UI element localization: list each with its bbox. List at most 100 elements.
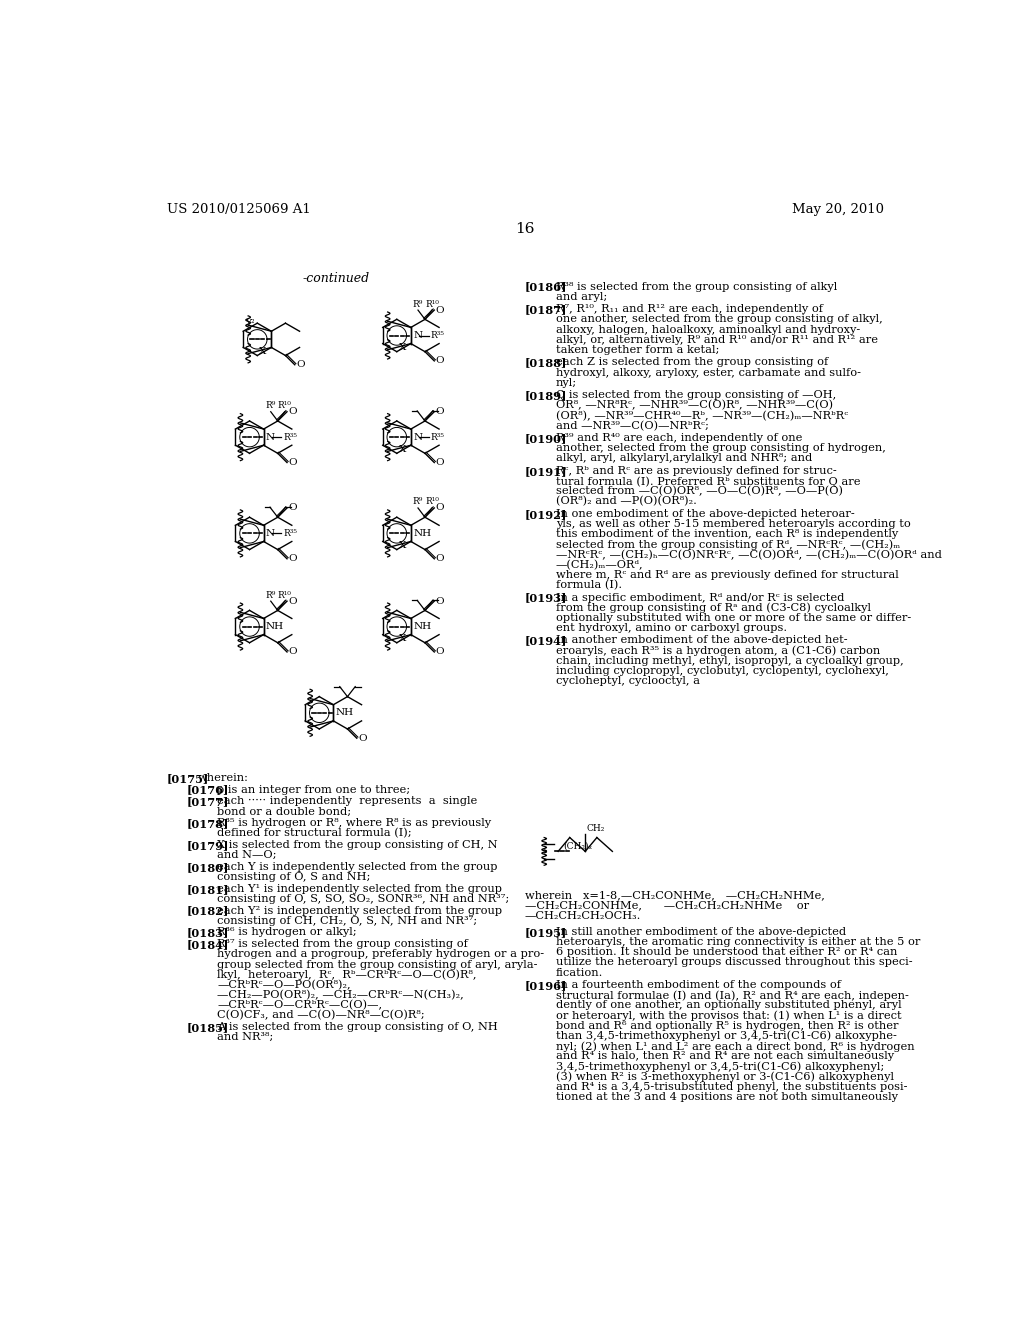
Text: tioned at the 3 and 4 positions are not both simultaneously: tioned at the 3 and 4 positions are not … bbox=[556, 1092, 898, 1102]
Text: R³⁷ is selected from the group consisting of: R³⁷ is selected from the group consistin… bbox=[217, 940, 468, 949]
Text: In one embodiment of the above-depicted heteroar-: In one embodiment of the above-depicted … bbox=[556, 510, 855, 519]
Text: dently of one another, an optionally substituted phenyl, aryl: dently of one another, an optionally sub… bbox=[556, 1001, 901, 1010]
Text: [0184]: [0184] bbox=[186, 940, 228, 950]
Text: [0180]: [0180] bbox=[186, 862, 228, 873]
Text: [0175]: [0175] bbox=[167, 774, 209, 784]
Text: In a fourteenth embodiment of the compounds of: In a fourteenth embodiment of the compou… bbox=[556, 979, 841, 990]
Text: R³⁵ is hydrogen or R⁸, where R⁸ is as previously: R³⁵ is hydrogen or R⁸, where R⁸ is as pr… bbox=[217, 818, 492, 828]
Text: each ····· independently  represents  a  single: each ····· independently represents a si… bbox=[217, 796, 477, 807]
Text: or heteroaryl, with the provisos that: (1) when L¹ is a direct: or heteroaryl, with the provisos that: (… bbox=[556, 1011, 901, 1022]
Text: from the group consisting of Rᵃ and (C3-C8) cycloalkyl: from the group consisting of Rᵃ and (C3-… bbox=[556, 603, 870, 614]
Text: [0187]: [0187] bbox=[524, 304, 567, 315]
Text: CH₂: CH₂ bbox=[587, 824, 605, 833]
Text: X: X bbox=[399, 445, 407, 454]
Text: hydroxyl, alkoxy, aryloxy, ester, carbamate and sulfo-: hydroxyl, alkoxy, aryloxy, ester, carbam… bbox=[556, 367, 861, 378]
Text: Rᶜ, Rᵇ and Rᶜ are as previously defined for struc-: Rᶜ, Rᵇ and Rᶜ are as previously defined … bbox=[556, 466, 837, 477]
Text: O: O bbox=[436, 408, 444, 416]
Text: X: X bbox=[399, 634, 407, 643]
Text: nyl; (2) when L¹ and L² are each a direct bond, R⁶ is hydrogen: nyl; (2) when L¹ and L² are each a direc… bbox=[556, 1041, 914, 1052]
Text: —CH₂—PO(OR⁸)₂, —CH₂—CRᵇRᶜ—N(CH₃)₂,: —CH₂—PO(OR⁸)₂, —CH₂—CRᵇRᶜ—N(CH₃)₂, bbox=[217, 990, 464, 1001]
Text: wherein:: wherein: bbox=[198, 774, 249, 783]
Text: alkoxy, halogen, haloalkoxy, aminoalkyl and hydroxy-: alkoxy, halogen, haloalkoxy, aminoalkyl … bbox=[556, 325, 860, 334]
Text: R³⁹ and R⁴⁰ are each, independently of one: R³⁹ and R⁴⁰ are each, independently of o… bbox=[556, 433, 802, 444]
Text: N: N bbox=[414, 331, 422, 341]
Text: consisting of CH, CH₂, O, S, N, NH and NR³⁷;: consisting of CH, CH₂, O, S, N, NH and N… bbox=[217, 916, 477, 925]
Text: NH: NH bbox=[266, 622, 284, 631]
Text: hydrogen and a progroup, preferably hydrogen or a pro-: hydrogen and a progroup, preferably hydr… bbox=[217, 949, 544, 960]
Text: O: O bbox=[289, 597, 297, 606]
Text: NH: NH bbox=[414, 529, 431, 537]
Text: R⁹: R⁹ bbox=[265, 401, 275, 411]
Text: Q is selected from the group consisting of —OH,: Q is selected from the group consisting … bbox=[556, 391, 836, 400]
Text: O: O bbox=[289, 554, 297, 564]
Text: N: N bbox=[266, 529, 275, 537]
Text: -continued: -continued bbox=[302, 272, 370, 285]
Text: including cyclopropyl, cyclobutyl, cyclopentyl, cyclohexyl,: including cyclopropyl, cyclobutyl, cyclo… bbox=[556, 667, 889, 676]
Text: selected from the group consisting of Rᵈ, —NRᶜRᶜ, —(CH₂)ₘ: selected from the group consisting of Rᵈ… bbox=[556, 540, 900, 550]
Text: R¹⁰: R¹⁰ bbox=[425, 300, 439, 309]
Text: and R⁴ is a 3,4,5-trisubstituted phenyl, the substituents posi-: and R⁴ is a 3,4,5-trisubstituted phenyl,… bbox=[556, 1081, 907, 1092]
Text: R³⁵: R³⁵ bbox=[283, 529, 297, 537]
Text: —NRᶜRᶜ, —(CH₂)ₕ—C(O)NRᶜRᶜ, —C(O)ORᵈ, —(CH₂)ₘ—C(O)ORᵈ and: —NRᶜRᶜ, —(CH₂)ₕ—C(O)NRᶜRᶜ, —C(O)ORᵈ, —(C… bbox=[556, 549, 942, 560]
Text: where m, Rᶜ and Rᵈ are as previously defined for structural: where m, Rᶜ and Rᵈ are as previously def… bbox=[556, 570, 898, 579]
Text: each Y¹ is independently selected from the group: each Y¹ is independently selected from t… bbox=[217, 884, 502, 894]
Text: In a specific embodiment, Rᵈ and/or Rᶜ is selected: In a specific embodiment, Rᵈ and/or Rᶜ i… bbox=[556, 593, 844, 602]
Text: defined for structural formula (I);: defined for structural formula (I); bbox=[217, 829, 412, 838]
Text: heteroaryls, the aromatic ring connectivity is either at the 5 or: heteroaryls, the aromatic ring connectiv… bbox=[556, 937, 921, 946]
Text: N: N bbox=[414, 433, 422, 442]
Text: —CH₂CH₂CONHMe,      —CH₂CH₂CH₂NHMe    or: —CH₂CH₂CONHMe, —CH₂CH₂CH₂NHMe or bbox=[524, 900, 809, 911]
Text: [0185]: [0185] bbox=[186, 1022, 228, 1034]
Text: each Y is independently selected from the group: each Y is independently selected from th… bbox=[217, 862, 498, 873]
Text: chain, including methyl, ethyl, isopropyl, a cycloalkyl group,: chain, including methyl, ethyl, isopropy… bbox=[556, 656, 903, 665]
Text: and N—O;: and N—O; bbox=[217, 850, 276, 861]
Text: R³⁵: R³⁵ bbox=[283, 433, 297, 442]
Text: O: O bbox=[436, 597, 444, 606]
Text: fication.: fication. bbox=[556, 968, 603, 978]
Text: bond or a double bond;: bond or a double bond; bbox=[217, 807, 351, 817]
Text: consisting of O, S and NH;: consisting of O, S and NH; bbox=[217, 873, 371, 882]
Text: another, selected from the group consisting of hydrogen,: another, selected from the group consist… bbox=[556, 444, 886, 453]
Text: selected from —C(O)OR⁸, —O—C(O)R⁸, —O—P(O): selected from —C(O)OR⁸, —O—C(O)R⁸, —O—P(… bbox=[556, 486, 843, 496]
Text: —CRᵇRᶜ—O—CRᵇRᶜ—C(O)—,: —CRᵇRᶜ—O—CRᵇRᶜ—C(O)—, bbox=[217, 1001, 382, 1011]
Text: consisting of O, S, SO, SO₂, SONR³⁶, NH and NR³⁷;: consisting of O, S, SO, SO₂, SONR³⁶, NH … bbox=[217, 894, 509, 904]
Text: Y²: Y² bbox=[246, 319, 255, 329]
Text: X: X bbox=[259, 347, 266, 356]
Text: R³⁵: R³⁵ bbox=[430, 331, 444, 341]
Text: R³⁸ is selected from the group consisting of alkyl: R³⁸ is selected from the group consistin… bbox=[556, 281, 837, 292]
Text: A is selected from the group consisting of O, NH: A is selected from the group consisting … bbox=[217, 1022, 498, 1032]
Text: X: X bbox=[399, 541, 407, 550]
Text: [0176]: [0176] bbox=[186, 784, 228, 796]
Text: (3) when R² is 3-methoxyphenyl or 3-(C1-C6) alkoxyphenyl: (3) when R² is 3-methoxyphenyl or 3-(C1-… bbox=[556, 1072, 894, 1082]
Text: O: O bbox=[296, 360, 305, 370]
Text: O: O bbox=[289, 503, 297, 512]
Text: formula (I).: formula (I). bbox=[556, 579, 622, 590]
Text: and aryl;: and aryl; bbox=[556, 292, 607, 302]
Text: US 2010/0125069 A1: US 2010/0125069 A1 bbox=[167, 203, 310, 216]
Text: O: O bbox=[436, 356, 444, 366]
Text: yls, as well as other 5-15 membered heteroaryls according to: yls, as well as other 5-15 membered hete… bbox=[556, 519, 910, 529]
Text: R⁹: R⁹ bbox=[413, 300, 423, 309]
Text: and R⁴ is halo, then R² and R⁴ are not each simultaneously: and R⁴ is halo, then R² and R⁴ are not e… bbox=[556, 1051, 894, 1061]
Text: 3,4,5-trimethoxyphenyl or 3,4,5-tri(C1-C6) alkoxyphenyl;: 3,4,5-trimethoxyphenyl or 3,4,5-tri(C1-C… bbox=[556, 1061, 884, 1072]
Text: O: O bbox=[289, 648, 297, 656]
Text: this embodiment of the invention, each R⁸ is independently: this embodiment of the invention, each R… bbox=[556, 529, 898, 540]
Text: alkyl, or, alternatively, R⁹ and R¹⁰ and/or R¹¹ and R¹² are: alkyl, or, alternatively, R⁹ and R¹⁰ and… bbox=[556, 335, 878, 345]
Text: [0189]: [0189] bbox=[524, 391, 567, 401]
Text: O: O bbox=[289, 408, 297, 416]
Text: C(O)CF₃, and —C(O)—NR⁸—C(O)R⁸;: C(O)CF₃, and —C(O)—NR⁸—C(O)R⁸; bbox=[217, 1010, 425, 1020]
Text: (OR⁸), —NR³⁹—CHR⁴⁰—Rᵇ, —NR³⁹—(CH₂)ₘ—NRᵇRᶜ: (OR⁸), —NR³⁹—CHR⁴⁰—Rᵇ, —NR³⁹—(CH₂)ₘ—NRᵇR… bbox=[556, 411, 848, 421]
Text: [0195]: [0195] bbox=[524, 927, 567, 937]
Text: taken together form a ketal;: taken together form a ketal; bbox=[556, 345, 719, 355]
Text: [0193]: [0193] bbox=[524, 593, 567, 603]
Text: 6 position. It should be understood that either R² or R⁴ can: 6 position. It should be understood that… bbox=[556, 948, 897, 957]
Text: In still another embodiment of the above-depicted: In still another embodiment of the above… bbox=[556, 927, 846, 937]
Text: [0188]: [0188] bbox=[524, 358, 567, 368]
Text: OR⁸, —NR⁸Rᶜ, —NHR³⁹—C(O)R⁸, —NHR³⁹—C(O): OR⁸, —NR⁸Rᶜ, —NHR³⁹—C(O)R⁸, —NHR³⁹—C(O) bbox=[556, 400, 833, 411]
Text: In another embodiment of the above-depicted het-: In another embodiment of the above-depic… bbox=[556, 635, 848, 645]
Text: alkyl, aryl, alkylaryl,arylalkyl and NHR⁸; and: alkyl, aryl, alkylaryl,arylalkyl and NHR… bbox=[556, 454, 812, 463]
Text: [0179]: [0179] bbox=[186, 840, 228, 851]
Text: R³⁵: R³⁵ bbox=[430, 433, 444, 442]
Text: R⁹: R⁹ bbox=[413, 498, 423, 507]
Text: R¹⁰: R¹⁰ bbox=[278, 401, 292, 411]
Text: R⁷, R¹⁰, R₁₁ and R¹² are each, independently of: R⁷, R¹⁰, R₁₁ and R¹² are each, independe… bbox=[556, 304, 823, 314]
